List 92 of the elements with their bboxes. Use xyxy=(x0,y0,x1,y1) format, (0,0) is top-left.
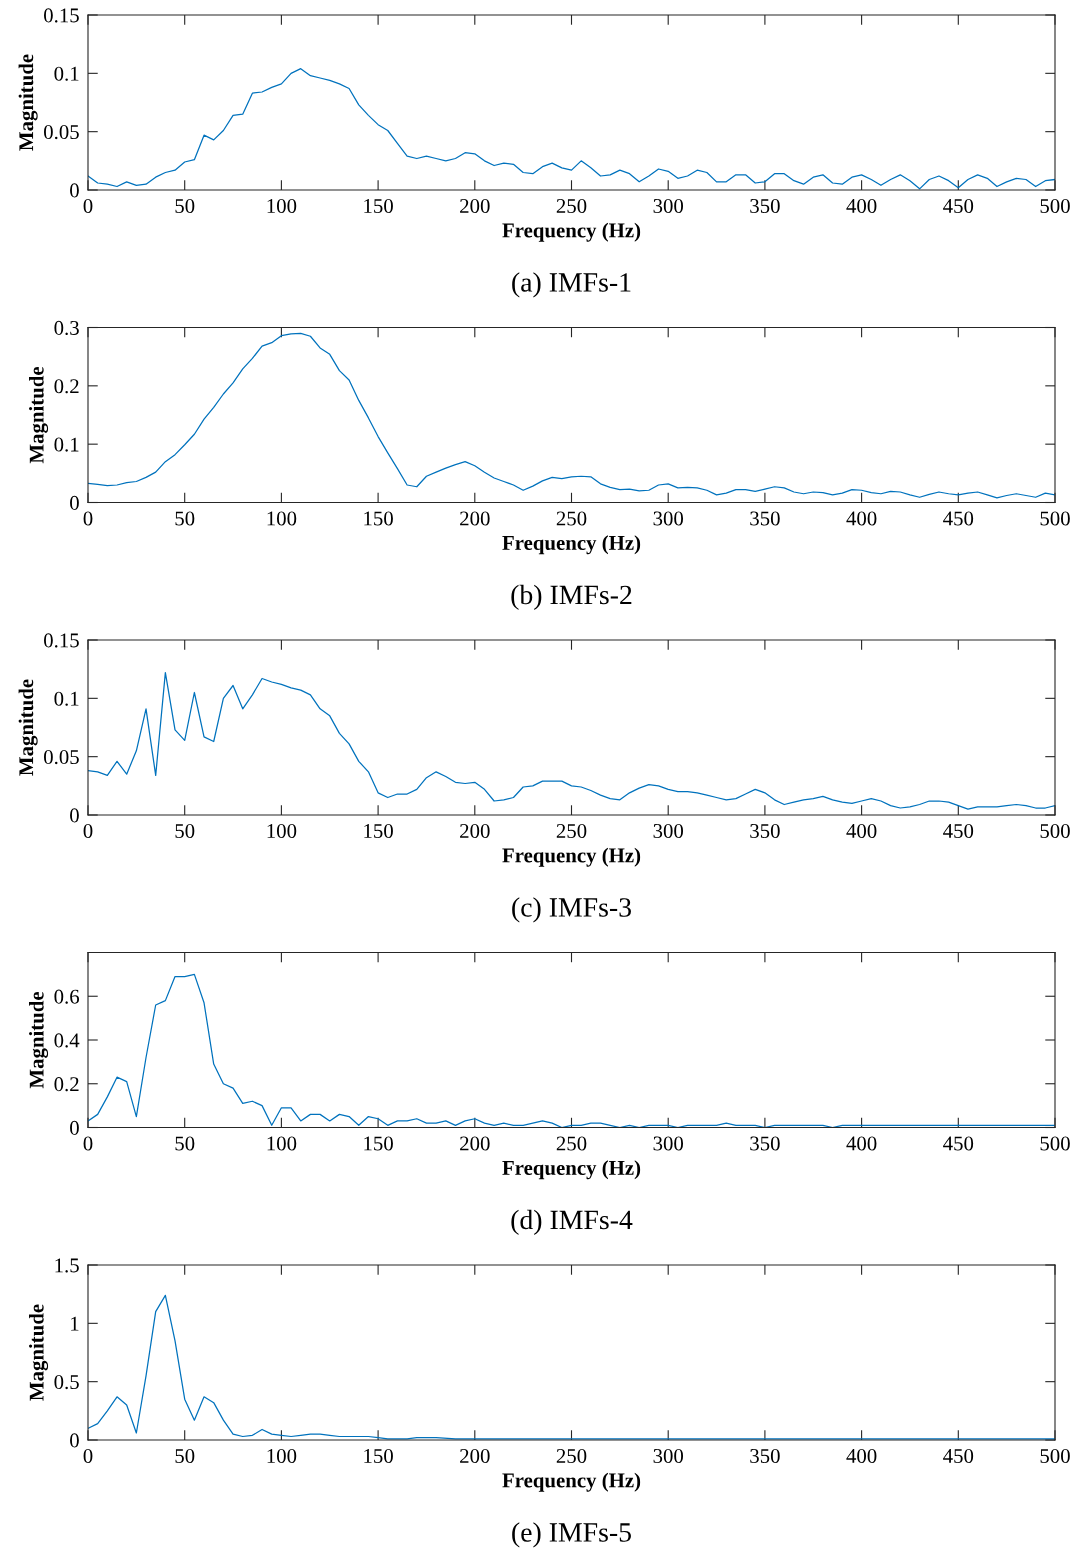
y-axis-title: Magnitude xyxy=(29,1304,49,1401)
x-tick-label: 500 xyxy=(1040,823,1070,838)
x-tick-label: 50 xyxy=(175,1448,195,1463)
x-tick-label: 50 xyxy=(175,198,195,213)
x-tick-label: 300 xyxy=(653,823,684,838)
x-tick-label: 500 xyxy=(1040,511,1070,526)
x-tick-label: 350 xyxy=(750,1448,780,1463)
x-tick-label: 150 xyxy=(364,198,393,213)
y-tick-label: 0.1 xyxy=(54,437,79,452)
x-tick-label: 400 xyxy=(846,823,877,838)
y-tick-label: 0.3 xyxy=(54,320,79,336)
x-tick-label: 300 xyxy=(653,1448,684,1463)
x-tick-label: 150 xyxy=(364,1136,393,1151)
y-tick-label: 0.6 xyxy=(54,989,80,1004)
x-tick-label: 50 xyxy=(175,823,195,838)
y-tick-label: 0.1 xyxy=(54,691,79,706)
x-tick-label: 250 xyxy=(556,1448,587,1463)
x-tick-label: 150 xyxy=(364,1448,393,1463)
x-tick-label: 350 xyxy=(750,198,780,213)
x-tick-label: 250 xyxy=(556,511,587,526)
text: (d) IMFs-4 xyxy=(511,1209,633,1235)
x-tick-label: 400 xyxy=(846,198,877,213)
y-tick-label: 0 xyxy=(70,808,79,823)
x-tick-label: 50 xyxy=(175,511,195,526)
x-tick-label: 450 xyxy=(943,823,974,838)
x-axis-title: Frequency (Hz) xyxy=(502,1160,641,1180)
text: (c) IMFs-3 xyxy=(512,897,631,923)
y-tick-label: 0.05 xyxy=(44,750,79,765)
x-tick-label: 50 xyxy=(175,1136,195,1151)
y-tick-label: 0.4 xyxy=(54,1033,80,1048)
x-tick-label: 0 xyxy=(83,823,93,838)
x-axis-title: Frequency (Hz) xyxy=(502,535,641,555)
x-tick-label: 500 xyxy=(1040,1448,1070,1463)
y-tick-label: 0.05 xyxy=(44,125,79,140)
y-tick-label: 0 xyxy=(70,495,79,510)
x-tick-label: 250 xyxy=(556,198,587,213)
y-tick-label: 0 xyxy=(70,1433,79,1448)
y-axis-title: Magnitude xyxy=(18,54,38,151)
line-series xyxy=(88,672,1055,810)
y-tick-label: 0.1 xyxy=(54,66,79,81)
x-tick-label: 300 xyxy=(653,198,684,213)
x-tick-label: 0 xyxy=(83,198,93,213)
y-tick-label: 0.2 xyxy=(54,1077,79,1092)
x-tick-label: 200 xyxy=(460,198,490,213)
y-tick-label: 1.5 xyxy=(55,1258,79,1273)
x-tick-label: 350 xyxy=(750,1136,780,1151)
text: (e) IMFs-5 xyxy=(512,1522,631,1548)
x-tick-label: 100 xyxy=(267,511,297,526)
x-tick-label: 450 xyxy=(943,511,974,526)
x-tick-label: 350 xyxy=(750,823,780,838)
y-tick-label: 0 xyxy=(70,183,79,198)
x-tick-label: 450 xyxy=(943,1136,974,1151)
x-tick-label: 400 xyxy=(846,511,877,526)
x-tick-label: 400 xyxy=(846,1448,877,1463)
y-tick-label: 0.5 xyxy=(54,1375,79,1390)
x-tick-label: 150 xyxy=(364,823,393,838)
x-tick-label: 300 xyxy=(653,1136,684,1151)
x-axis-title: Frequency (Hz) xyxy=(502,847,641,867)
y-tick-label: 0.15 xyxy=(44,633,79,648)
x-tick-label: 0 xyxy=(83,1448,93,1463)
x-tick-label: 100 xyxy=(267,198,297,213)
x-tick-label: 500 xyxy=(1040,1136,1070,1151)
x-tick-label: 450 xyxy=(943,198,974,213)
text: (a) IMFs-1 xyxy=(512,272,631,298)
x-tick-label: 250 xyxy=(556,823,587,838)
y-tick-label: 0 xyxy=(70,1120,79,1135)
x-tick-label: 200 xyxy=(460,1448,490,1463)
x-tick-label: 150 xyxy=(364,511,393,526)
x-tick-label: 450 xyxy=(943,1448,974,1463)
x-tick-label: 200 xyxy=(460,1136,490,1151)
x-tick-label: 300 xyxy=(653,511,684,526)
x-tick-label: 500 xyxy=(1040,198,1070,213)
y-tick-label: 0.15 xyxy=(44,8,79,23)
x-tick-label: 0 xyxy=(83,1136,93,1151)
x-tick-label: 250 xyxy=(556,1136,587,1151)
x-tick-label: 350 xyxy=(750,511,780,526)
y-tick-label: 0.2 xyxy=(54,379,79,394)
y-axis-title: Magnitude xyxy=(18,679,38,776)
text: (b) IMFs-2 xyxy=(511,584,632,610)
x-tick-label: 100 xyxy=(267,823,297,838)
x-tick-label: 100 xyxy=(267,1136,297,1151)
x-tick-label: 200 xyxy=(460,511,490,526)
x-tick-label: 100 xyxy=(267,1448,297,1463)
x-tick-label: 0 xyxy=(83,511,93,526)
x-axis-title: Frequency (Hz) xyxy=(502,222,641,242)
x-tick-label: 400 xyxy=(846,1136,877,1151)
x-axis-title: Frequency (Hz) xyxy=(502,1472,641,1492)
y-tick-label: 1 xyxy=(71,1316,79,1331)
y-axis-title: Magnitude xyxy=(29,366,49,464)
x-tick-label: 200 xyxy=(460,823,490,838)
line-series xyxy=(88,332,1055,499)
y-axis-title: Magnitude xyxy=(29,991,49,1089)
